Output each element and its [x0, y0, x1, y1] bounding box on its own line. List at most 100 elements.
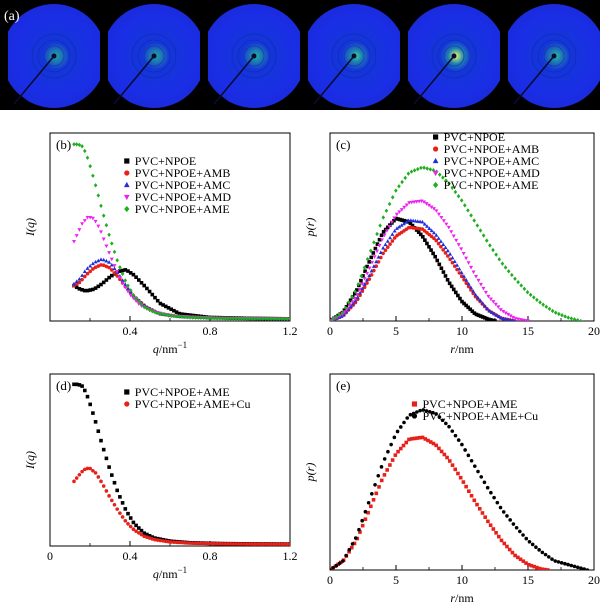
- data-point: [431, 441, 436, 446]
- data-point: [83, 288, 87, 293]
- data-point: [501, 316, 506, 321]
- data-point: [180, 314, 184, 319]
- data-point: [384, 229, 389, 233]
- data-point: [372, 240, 376, 245]
- data-point: [579, 318, 583, 321]
- x-tick-label: 1.2: [283, 549, 298, 563]
- data-point: [360, 286, 365, 291]
- data-point: [506, 312, 511, 317]
- data-point: [462, 301, 466, 306]
- data-point: [373, 482, 377, 487]
- data-point: [261, 542, 265, 546]
- chart-panel-4: 0 5 10 15 20 (e) r/nm p(r) PVC+NPOE+AMEPVC+NPOE+…: [303, 373, 600, 603]
- data-point: [177, 540, 182, 545]
- data-point: [472, 498, 477, 503]
- data-point: [453, 433, 458, 438]
- data-point: [199, 315, 203, 320]
- data-point: [521, 559, 526, 563]
- data-point: [150, 537, 155, 541]
- data-point: [80, 288, 84, 292]
- data-point: [472, 218, 477, 223]
- data-point: [526, 319, 530, 321]
- data-point: [91, 267, 95, 271]
- data-point: [530, 542, 535, 547]
- data-point: [439, 449, 444, 454]
- data-point: [193, 541, 198, 546]
- data-point: [469, 213, 473, 218]
- data-point: [450, 463, 455, 467]
- data-point: [115, 488, 119, 493]
- data-point: [529, 563, 534, 568]
- data-point: [371, 264, 376, 268]
- data-point: [372, 255, 377, 259]
- data-point: [569, 563, 574, 568]
- data-point: [339, 314, 344, 318]
- legend-marker: [124, 401, 130, 407]
- data-point: [374, 491, 379, 496]
- data-point: [390, 232, 395, 236]
- data-point: [96, 264, 101, 268]
- data-point: [85, 466, 90, 471]
- data-point: [447, 281, 452, 286]
- data-point: [450, 429, 455, 433]
- data-point: [498, 308, 503, 312]
- x-tick-label: 10: [456, 324, 468, 338]
- data-point: [436, 236, 441, 240]
- legend-marker: [411, 413, 418, 419]
- data-point: [107, 494, 111, 498]
- data-point: [389, 442, 393, 447]
- data-point: [153, 537, 157, 542]
- legend: PVC+NPOEPVC+NPOE+AMBPVC+NPOE+AMCPVC+NPOE…: [432, 130, 541, 192]
- legend-entry: PVC+NPOE+AMB: [135, 166, 231, 180]
- data-point: [392, 435, 397, 440]
- x-axis-label: r/nm: [450, 342, 474, 356]
- data-point: [172, 308, 176, 313]
- data-point: [498, 505, 503, 510]
- data-point: [258, 316, 263, 321]
- data-point: [550, 557, 554, 561]
- data-point: [470, 309, 475, 314]
- data-point: [104, 258, 109, 263]
- data-point: [457, 266, 462, 271]
- legend-entry: PVC+NPOE+AMD: [444, 166, 541, 180]
- x-tick-label: 1.2: [283, 324, 298, 338]
- data-point: [91, 173, 95, 178]
- data-point: [343, 305, 348, 311]
- data-point: [491, 247, 495, 253]
- x-tick-label: 20: [588, 324, 600, 338]
- data-point: [566, 562, 570, 567]
- data-point: [369, 504, 373, 509]
- data-point: [353, 289, 357, 294]
- data-point: [93, 183, 98, 188]
- data-point: [408, 221, 413, 226]
- data-point: [367, 260, 371, 264]
- data-point: [155, 538, 160, 542]
- data-point: [331, 565, 336, 570]
- data-point: [77, 276, 82, 281]
- data-point: [337, 315, 342, 319]
- data-point: [112, 502, 117, 507]
- data-point: [468, 307, 473, 312]
- data-point: [134, 523, 138, 528]
- data-point: [371, 251, 376, 255]
- data-point: [476, 469, 480, 474]
- data-point: [386, 449, 390, 454]
- data-point: [405, 416, 410, 420]
- saxs-panel-label: (a): [4, 9, 20, 24]
- data-point: [394, 216, 398, 221]
- data-point: [388, 235, 393, 240]
- data-point: [482, 303, 487, 308]
- data-point: [511, 318, 514, 321]
- data-point: [126, 286, 130, 290]
- data-point: [88, 288, 92, 292]
- data-point: [418, 435, 422, 440]
- data-point: [366, 500, 371, 505]
- data-point: [464, 256, 469, 261]
- data-point: [101, 213, 106, 218]
- data-point: [96, 284, 101, 289]
- data-point: [334, 563, 339, 568]
- data-point: [516, 279, 520, 285]
- data-point: [364, 277, 369, 282]
- data-point: [494, 531, 498, 535]
